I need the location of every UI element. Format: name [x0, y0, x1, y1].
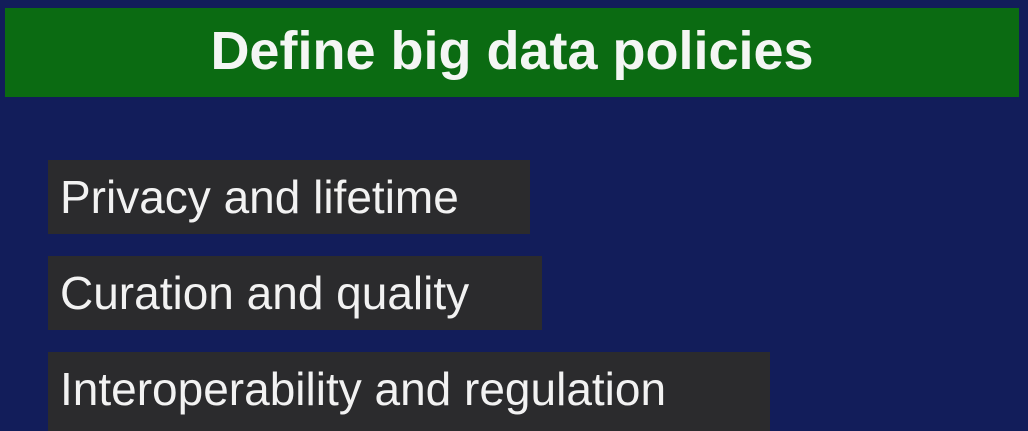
slide-title: Define big data policies [210, 20, 814, 81]
bullet-privacy-lifetime: Privacy and lifetime [48, 160, 530, 234]
title-bar: Define big data policies [5, 8, 1019, 97]
bullet-curation-quality: Curation and quality [48, 256, 542, 330]
bullet-interoperability-regulation: Interoperability and regulation [48, 352, 770, 431]
